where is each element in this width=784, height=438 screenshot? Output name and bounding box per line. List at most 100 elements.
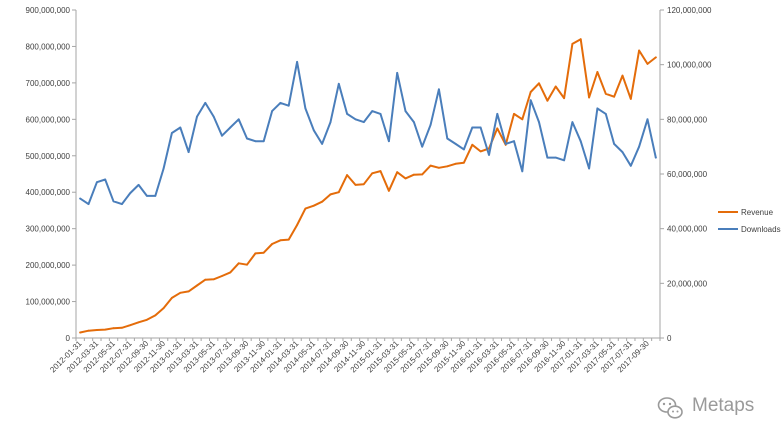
right-y-tick-label: 80,000,000 (667, 115, 708, 124)
revenue-data-point (438, 166, 440, 169)
left-y-tick-label: 700,000,000 (26, 79, 71, 88)
downloads-data-point (429, 123, 432, 126)
revenue-data-point (221, 275, 223, 277)
wechat-icon (657, 397, 683, 419)
left-y-tick-label: 500,000,000 (26, 152, 71, 161)
x-axis-ticks: 2012-01-312012-03-312012-05-312012-07-31… (48, 338, 661, 374)
right-y-tick-label: 60,000,000 (667, 170, 708, 179)
left-y-tick-label: 900,000,000 (26, 6, 71, 15)
revenue-data-point (404, 177, 407, 180)
downloads-data-point (137, 184, 140, 186)
revenue-data-point (413, 173, 415, 176)
revenue-data-point (262, 251, 265, 254)
revenue-data-point (246, 263, 248, 266)
downloads-series-line (79, 60, 657, 206)
revenue-data-point (596, 71, 599, 73)
downloads-data-point (496, 113, 499, 115)
revenue-data-point (337, 191, 340, 194)
right-y-tick-label: 120,000,000 (667, 6, 712, 15)
watermark-text: Metaps (692, 395, 754, 416)
downloads-data-point (354, 118, 357, 121)
legend: Revenue Downloads (718, 208, 781, 234)
downloads-data-point (438, 88, 440, 91)
downloads-data-point (388, 140, 390, 143)
revenue-data-point (638, 49, 640, 52)
revenue-data-point (79, 331, 82, 334)
revenue-data-point (279, 239, 282, 242)
legend-label-downloads: Downloads (741, 225, 781, 234)
downloads-data-point (613, 143, 615, 145)
downloads-data-point (246, 137, 248, 140)
revenue-data-point (96, 329, 98, 331)
downloads-data-point (479, 126, 482, 129)
downloads-data-point (262, 140, 265, 143)
revenue-data-point (471, 143, 474, 146)
downloads-data-point (504, 143, 507, 145)
downloads-data-point (96, 181, 98, 184)
downloads-data-points (79, 61, 657, 206)
downloads-data-point (79, 197, 82, 200)
revenue-data-point (496, 127, 499, 130)
revenue-data-point (171, 297, 173, 299)
downloads-data-point (629, 164, 632, 167)
revenue-data-point (479, 150, 482, 153)
downloads-data-point (471, 126, 474, 129)
revenue-data-point (463, 161, 465, 164)
revenue-data-point (579, 38, 582, 41)
revenue-data-point (396, 171, 399, 174)
downloads-data-point (212, 115, 215, 118)
downloads-data-point (204, 102, 207, 104)
downloads-data-point (521, 170, 524, 173)
left-y-tick-label: 200,000,000 (26, 261, 71, 270)
revenue-data-point (388, 189, 390, 192)
revenue-data-point (287, 238, 290, 241)
right-y-tick-label: 20,000,000 (667, 279, 708, 288)
downloads-data-point (171, 132, 173, 134)
downloads-data-point (187, 151, 190, 154)
revenue-data-point (521, 118, 524, 121)
downloads-data-point (654, 156, 657, 159)
revenue-data-point (304, 207, 307, 210)
downloads-data-point (513, 140, 515, 143)
downloads-data-point (379, 113, 382, 115)
revenue-data-point (371, 172, 374, 175)
downloads-data-point (146, 195, 148, 197)
left-y-tick-label: 300,000,000 (26, 225, 71, 234)
downloads-data-point (271, 110, 273, 112)
downloads-data-point (121, 203, 123, 206)
downloads-data-point (413, 121, 415, 123)
revenue-data-point (354, 184, 357, 186)
right-y-tick-label: 100,000,000 (667, 61, 712, 70)
revenue-data-point (421, 173, 424, 176)
downloads-data-point (196, 115, 198, 118)
revenue-data-point (654, 56, 657, 59)
revenue-data-point (329, 193, 332, 196)
downloads-data-point (221, 134, 223, 137)
revenue-data-point (137, 321, 140, 324)
downloads-data-point (621, 151, 624, 154)
revenue-data-point (529, 91, 532, 93)
downloads-data-point (446, 137, 449, 140)
downloads-data-point (346, 113, 348, 115)
downloads-data-point (554, 156, 557, 159)
downloads-data-point (254, 140, 257, 143)
downloads-data-point (563, 159, 565, 162)
revenue-data-point (187, 290, 190, 293)
revenue-data-point (554, 85, 557, 88)
revenue-data-point (546, 99, 549, 102)
revenue-data-point (613, 95, 615, 98)
downloads-data-point (546, 156, 549, 159)
revenue-data-point (446, 165, 449, 168)
revenue-series-line (79, 38, 657, 334)
revenue-data-point (563, 97, 565, 100)
revenue-data-point (646, 63, 649, 65)
downloads-data-point (463, 148, 465, 151)
downloads-data-point (154, 195, 157, 197)
downloads-data-point (229, 126, 232, 129)
downloads-data-point (371, 110, 374, 112)
revenue-data-point (154, 314, 157, 317)
downloads-data-point (638, 145, 640, 148)
downloads-data-point (287, 104, 290, 107)
downloads-data-point (362, 121, 365, 123)
